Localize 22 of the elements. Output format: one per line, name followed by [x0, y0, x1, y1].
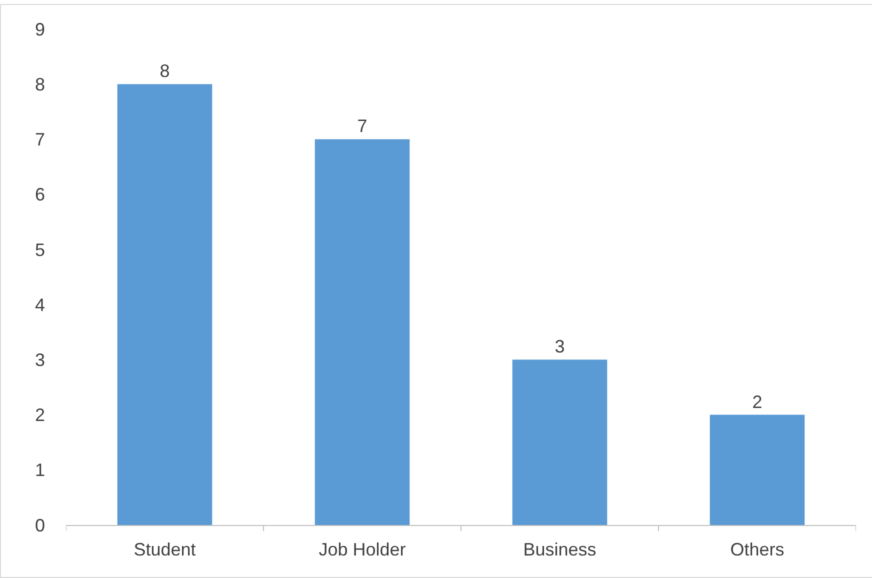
- y-tick-label: 6: [34, 184, 45, 205]
- y-tick-label: 3: [34, 350, 45, 370]
- x-tick-label: Student: [134, 540, 196, 560]
- y-tick-label: 1: [34, 460, 45, 480]
- y-tick-label: 7: [34, 130, 45, 150]
- data-label: 8: [160, 61, 170, 82]
- bar: [512, 360, 608, 525]
- bar: [117, 84, 212, 525]
- y-tick-label: 4: [34, 294, 45, 315]
- data-label: 7: [357, 116, 368, 136]
- y-tick-label: 0: [34, 515, 45, 536]
- y-tick-label: 5: [34, 240, 45, 260]
- x-tick-label: Business: [523, 540, 596, 560]
- y-tick-label: 2: [34, 405, 45, 426]
- x-tick-label: Job Holder: [318, 540, 406, 560]
- bar: [314, 139, 410, 525]
- x-tick-label: Others: [730, 540, 784, 560]
- bar: [710, 414, 805, 525]
- data-label: 3: [554, 336, 565, 357]
- y-tick-label: 9: [34, 19, 45, 40]
- data-label: 2: [752, 392, 762, 412]
- y-tick-label: 8: [34, 74, 45, 94]
